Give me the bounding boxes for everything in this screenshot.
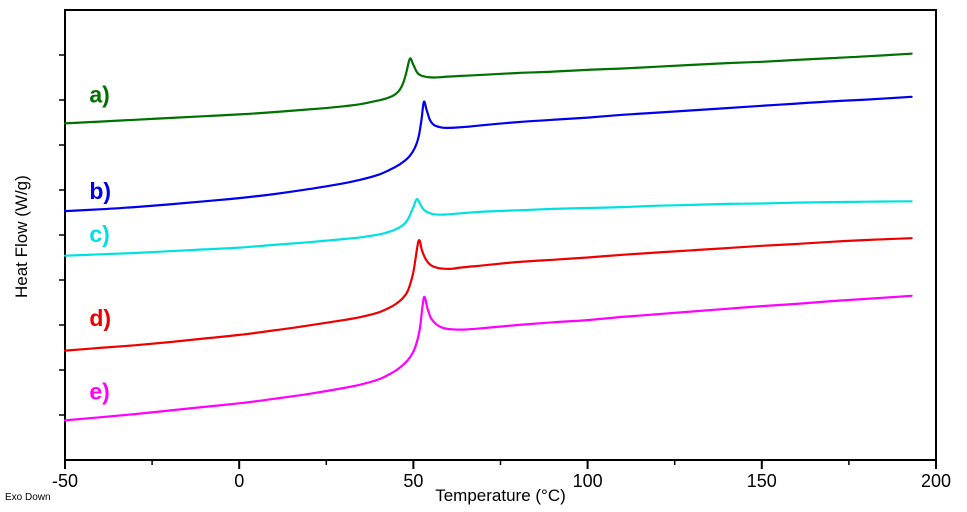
x-tick-label: -50 bbox=[52, 471, 78, 491]
x-tick-label: 200 bbox=[921, 471, 951, 491]
plot-frame bbox=[64, 9, 937, 461]
series-c-label: c) bbox=[89, 221, 109, 247]
series-a-label: a) bbox=[89, 81, 109, 107]
series-b-curve bbox=[63, 95, 913, 213]
x-tick-label: 150 bbox=[747, 471, 777, 491]
x-axis-title: Temperature (°C) bbox=[435, 486, 566, 505]
x-tick-label: 100 bbox=[573, 471, 603, 491]
series-d-label: d) bbox=[89, 305, 111, 331]
series-d-curve bbox=[63, 237, 913, 352]
x-tick-label: 0 bbox=[234, 471, 244, 491]
series-a-curve bbox=[63, 52, 913, 125]
x-tick-label: 50 bbox=[403, 471, 423, 491]
exo-down-note: Exo Down bbox=[5, 492, 51, 503]
series-e-label: e) bbox=[89, 378, 109, 404]
series-b-label: b) bbox=[89, 178, 111, 204]
series-c-curve bbox=[63, 197, 913, 257]
series-e-curve bbox=[63, 294, 913, 422]
y-axis-title: Heat Flow (W/g) bbox=[12, 175, 31, 298]
